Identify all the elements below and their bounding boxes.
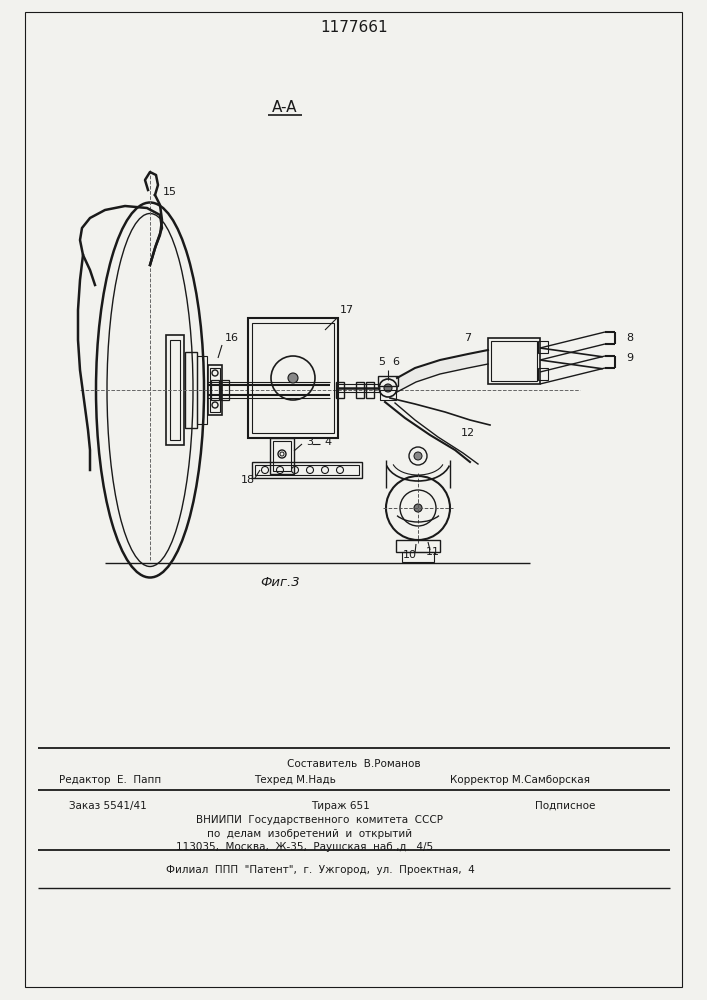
Text: 113035,  Москва,  Ж-35,  Раушская  наб.,д.  4/5: 113035, Москва, Ж-35, Раушская наб.,д. 4… — [177, 842, 433, 852]
Text: 5: 5 — [378, 357, 385, 367]
Text: 16: 16 — [225, 333, 239, 343]
Bar — [221, 380, 229, 400]
Text: A-A: A-A — [272, 101, 298, 115]
Circle shape — [288, 373, 298, 383]
Bar — [488, 338, 540, 384]
Text: 10: 10 — [403, 550, 417, 560]
Bar — [366, 382, 374, 398]
Text: Подписное: Подписное — [534, 801, 595, 811]
Text: Корректор М.Самборская: Корректор М.Самборская — [450, 775, 590, 785]
Bar — [378, 376, 398, 386]
Bar — [211, 380, 219, 400]
Text: Составитель  В.Романов: Составитель В.Романов — [287, 759, 421, 769]
Circle shape — [414, 504, 422, 512]
Text: Редактор  Е.  Папп: Редактор Е. Папп — [59, 775, 161, 785]
Circle shape — [414, 452, 422, 460]
Bar — [255, 465, 359, 475]
Bar — [402, 552, 434, 562]
Bar — [248, 318, 338, 438]
Bar — [273, 441, 291, 471]
Text: 6: 6 — [392, 357, 399, 367]
Text: 9: 9 — [626, 353, 633, 363]
Bar — [356, 382, 364, 398]
Bar — [538, 368, 548, 380]
Text: 1177661: 1177661 — [320, 20, 388, 35]
Text: Тираж 651: Тираж 651 — [310, 801, 369, 811]
Text: 15: 15 — [163, 187, 177, 197]
Text: Филиал  ППП  "Патент",  г.  Ужгород,  ул.  Проектная,  4: Филиал ППП "Патент", г. Ужгород, ул. Про… — [165, 865, 474, 875]
Bar — [166, 335, 184, 445]
Circle shape — [384, 384, 392, 392]
Text: 11: 11 — [426, 547, 440, 557]
Bar — [491, 341, 537, 381]
Bar — [252, 462, 362, 478]
Text: Техред М.Надь: Техред М.Надь — [254, 775, 336, 785]
Text: 12: 12 — [461, 428, 475, 438]
Bar — [270, 438, 294, 474]
Bar — [185, 352, 197, 428]
Bar — [252, 323, 334, 433]
Polygon shape — [397, 350, 488, 392]
Text: 8: 8 — [626, 333, 633, 343]
Bar — [396, 540, 440, 552]
Bar — [210, 368, 220, 412]
Text: Заказ 5541/41: Заказ 5541/41 — [69, 801, 147, 811]
Bar — [170, 340, 180, 440]
Text: 3: 3 — [307, 437, 313, 447]
Bar — [336, 382, 344, 398]
Text: по  делам  изобретений  и  открытий: по делам изобретений и открытий — [207, 829, 413, 839]
Text: 7: 7 — [464, 333, 472, 343]
Text: Фиг.3: Фиг.3 — [260, 576, 300, 588]
Bar — [197, 356, 207, 424]
Text: ВНИИПИ  Государственного  комитета  СССР: ВНИИПИ Государственного комитета СССР — [197, 815, 443, 825]
Bar — [380, 390, 396, 400]
Bar — [208, 365, 222, 415]
Text: 18: 18 — [241, 475, 255, 485]
Bar — [538, 341, 548, 353]
Text: 17: 17 — [340, 305, 354, 315]
Text: 4: 4 — [325, 437, 332, 447]
